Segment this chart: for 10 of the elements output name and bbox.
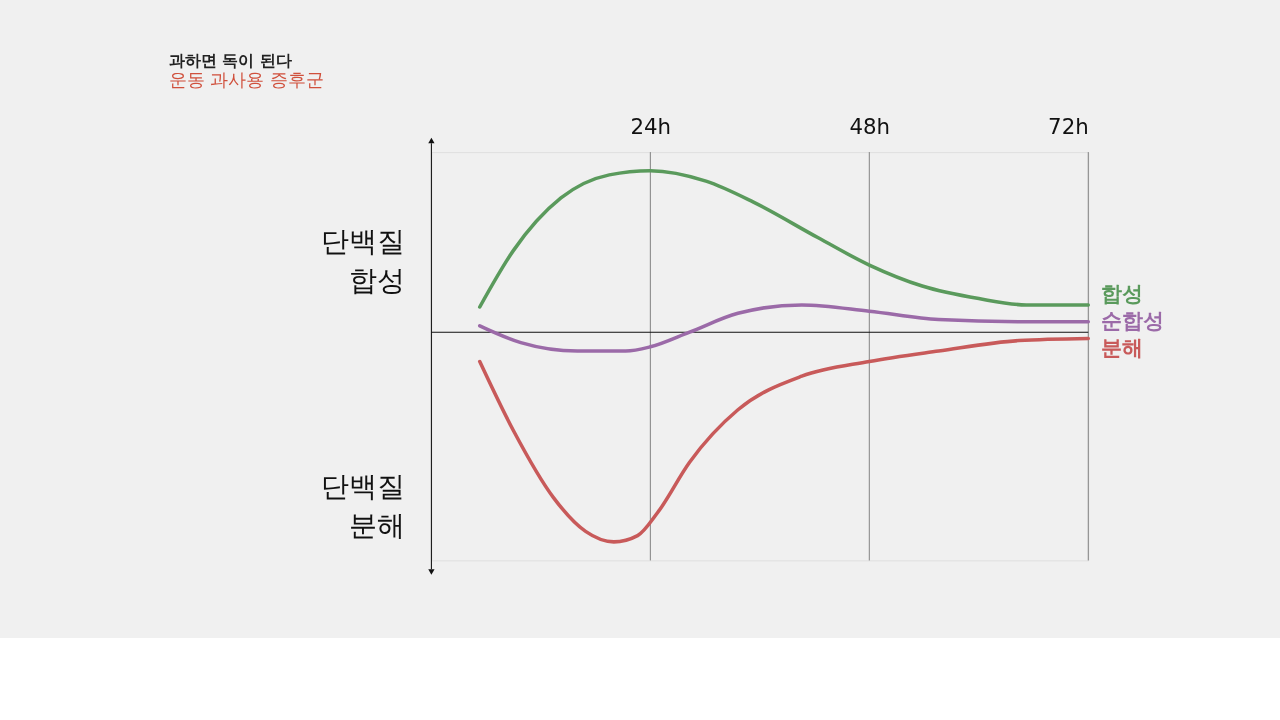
series-label: 합성 <box>1100 281 1143 307</box>
x-tick-label: 24h <box>630 113 672 139</box>
series-label: 순합성 <box>1100 307 1164 333</box>
x-tick-label: 48h <box>849 113 891 139</box>
series-label: 분해 <box>1100 334 1143 360</box>
text: 단백질 합성 <box>320 224 405 297</box>
text: 운동 과사용 증후군 <box>168 70 324 91</box>
text: 과하면 독이 된다 <box>168 51 292 71</box>
text: 단백질 분해 <box>320 469 405 542</box>
x-tick-label: 72h <box>1048 113 1089 139</box>
